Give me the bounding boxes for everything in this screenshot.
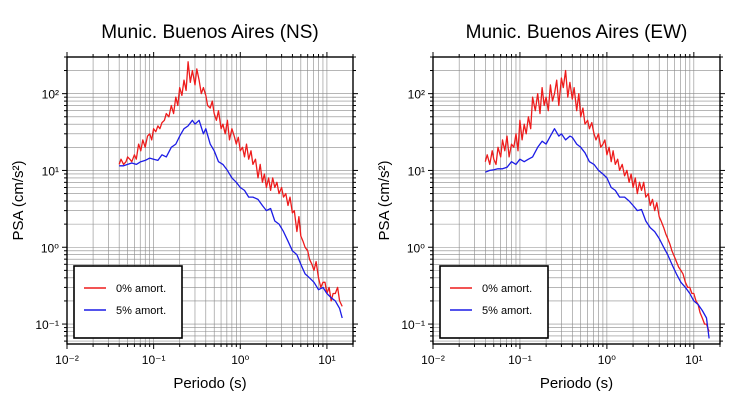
series-line-red [118, 61, 343, 307]
plot-frame [432, 56, 721, 345]
y-tick-label: 10⁰ [407, 241, 425, 255]
y-tick-label: 10¹ [408, 164, 425, 178]
legend-label: 5% amort. [482, 305, 532, 317]
grid [66, 56, 354, 344]
x-tick-label: 10¹ [685, 353, 702, 367]
series-line-blue [119, 119, 343, 319]
legend-box [439, 265, 549, 339]
y-tick-label: 10⁻¹ [35, 318, 59, 332]
axis-ticks [62, 52, 358, 349]
x-tick-label: 10⁰ [231, 353, 249, 367]
chart-panel-1: Munic. Buenos Aires (NS) 10⁻² 10⁻¹ 10⁰ 10¹ 10… [10, 22, 358, 392]
x-tick-label: 10⁻¹ [142, 353, 166, 367]
x-tick-label: 10⁻² [421, 353, 445, 367]
y-tick-label: 10² [42, 88, 59, 102]
legend-label: 5% amort. [116, 305, 166, 317]
legend-label: 0% amort. [116, 283, 166, 295]
legend-label: 0% amort. [482, 283, 532, 295]
x-axis-label: Periodo (s) [540, 375, 613, 392]
y-axis-label: PSA (cm/s²) [10, 160, 27, 240]
chart-title: Munic. Buenos Aires (EW) [466, 22, 688, 43]
chart-title: Munic. Buenos Aires (NS) [101, 22, 319, 43]
y-tick-label: 10¹ [42, 164, 59, 178]
legend-box [73, 265, 183, 339]
plot-frame [66, 56, 354, 345]
x-tick-label: 10⁰ [598, 353, 616, 367]
x-axis-label: Periodo (s) [173, 375, 246, 392]
y-tick-label: 10² [408, 88, 425, 102]
x-tick-label: 10¹ [318, 353, 335, 367]
series-line-blue [485, 128, 710, 339]
legend: 0% amort. 5% amort. [439, 265, 549, 339]
y-tick-label: 10⁻¹ [401, 318, 425, 332]
axis-ticks [428, 52, 725, 349]
y-axis-label: PSA (cm/s²) [376, 160, 393, 240]
chart-panel-2: Munic. Buenos Aires (EW) 10⁻² 10⁻¹ 10⁰ 10¹ 10… [376, 22, 725, 392]
x-tick-label: 10⁻¹ [508, 353, 532, 367]
x-tick-label: 10⁻² [55, 353, 79, 367]
series-line-red [484, 69, 710, 332]
y-tick-label: 10⁰ [41, 241, 59, 255]
legend: 0% amort. 5% amort. [73, 265, 183, 339]
